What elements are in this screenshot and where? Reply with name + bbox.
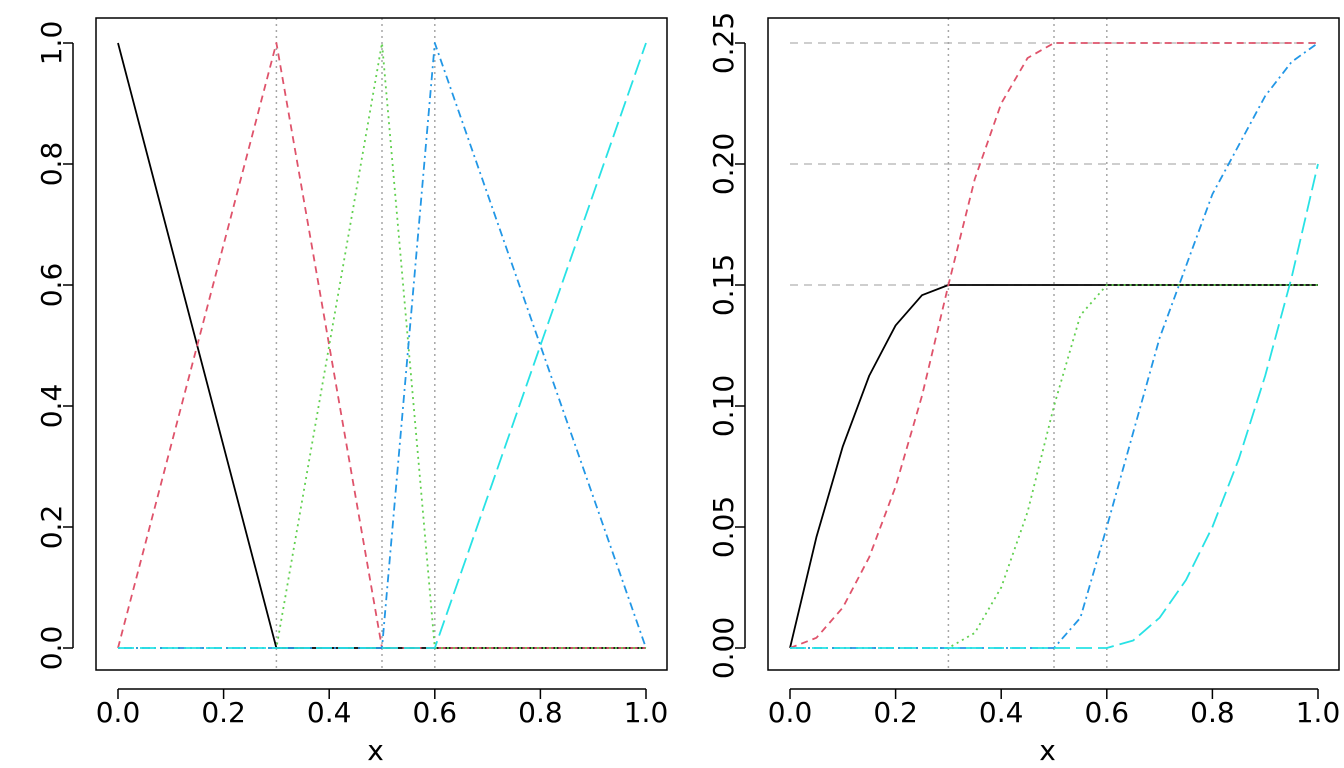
- plot-frame: [95, 17, 668, 671]
- y-tick-label: 0.6: [35, 263, 68, 308]
- x-tick-label: 0.2: [873, 696, 918, 729]
- x-tick-label: 1.0: [1296, 696, 1341, 729]
- x-tick-label: 0.4: [979, 696, 1024, 729]
- x-axis-label: x: [1039, 734, 1056, 767]
- y-tick-label: 0.2: [35, 505, 68, 550]
- x-tick-label: 0.6: [413, 696, 458, 729]
- x-tick-label: 0.4: [307, 696, 352, 729]
- left-panel: 0.0 0.2 0.4 0.6 0.8 1.0 x 0.0 0.2 0.4 0.6 0.8 1.0: [35, 17, 669, 767]
- y-tick-label: 0.00: [707, 617, 740, 679]
- series-line-3: [790, 284, 1318, 649]
- right-panel: 0.0 0.2 0.4 0.6 0.8 1.0 x 0.00 0.05 0.10 0.15 0.20 0…: [707, 12, 1340, 767]
- x-tick-label: 0.6: [1085, 696, 1130, 729]
- y-tick-label: 1.0: [35, 21, 68, 66]
- y-tick-label: 0.25: [707, 12, 740, 74]
- series-line-5: [118, 42, 647, 649]
- y-tick-label: 0.8: [35, 142, 68, 187]
- x-tick-label: 0.8: [518, 696, 563, 729]
- x-tick-label: 0.0: [96, 696, 141, 729]
- x-tick-label: 1.0: [624, 696, 669, 729]
- y-tick-label: 0.10: [707, 375, 740, 437]
- x-tick-label: 0.8: [1190, 696, 1235, 729]
- x-axis-label: x: [367, 734, 384, 767]
- x-tick-label: 0.2: [201, 696, 246, 729]
- y-tick-label: 0.20: [707, 133, 740, 195]
- series-line-2: [789, 42, 1318, 649]
- y-tick-label: 0.15: [707, 254, 740, 316]
- y-tick-label: 0.0: [35, 626, 68, 671]
- plot-frame: [767, 17, 1340, 671]
- y-tick-label: 0.05: [707, 496, 740, 558]
- series-line-4: [790, 42, 1319, 649]
- y-tick-label: 0.4: [35, 384, 68, 429]
- series-line-1: [789, 284, 1318, 649]
- series-line-5: [790, 163, 1319, 649]
- x-tick-label: 0.0: [768, 696, 813, 729]
